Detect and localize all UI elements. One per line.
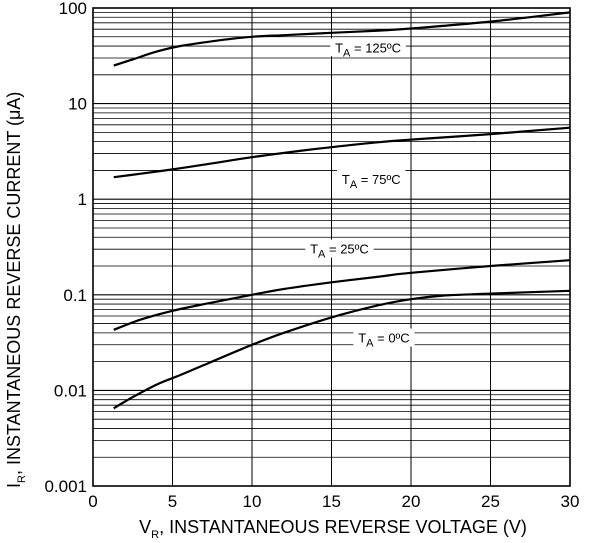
plot-border [92,7,571,487]
series-label-bg-2 [305,239,374,258]
series-label-bg-1 [337,170,406,189]
x-tick-label: 20 [402,492,421,511]
y-tick-label: 100 [59,0,87,18]
y-axis-ticks: 100 10 1 0.1 0.01 0.001 [44,0,87,496]
series-label-bg-0 [330,38,406,57]
x-tick-label: 5 [168,492,177,511]
series-label-1: TA = 75ºC [342,172,401,191]
series-group [113,11,571,410]
x-tick-label: 15 [322,492,341,511]
series-line-1 [113,126,571,179]
y-tick-label: 10 [68,95,87,114]
x-axis-ticks: 0 5 10 15 20 25 30 [88,492,579,511]
grid [93,8,570,486]
series-line-0 [113,11,571,67]
y-tick-label: 0.001 [44,477,87,496]
x-tick-label: 25 [481,492,500,511]
series-line-3 [113,289,571,410]
series-label-bg-3 [353,328,415,347]
series-line-2 [113,259,571,331]
y-tick-label: 0.01 [54,381,87,400]
x-tick-label: 30 [561,492,580,511]
x-tick-label: 0 [88,492,97,511]
series-label-2: TA = 25ºC [310,242,369,261]
series-labels: TA = 125ºC TA = 75ºC TA = 25ºC TA = 0ºC [305,38,415,350]
x-axis-label: VR, INSTANTANEOUS REVERSE VOLTAGE (V) [139,517,527,541]
x-tick-label: 10 [243,492,262,511]
y-tick-label: 1 [78,190,87,209]
series-label-3: TA = 0ºC [358,331,409,350]
plot-frame [92,7,571,487]
series-label-0: TA = 125ºC [335,40,401,59]
y-axis-label: IR, INSTANTANEOUS REVERSE CURRENT (μA) [4,92,28,488]
y-tick-label: 0.1 [63,286,87,305]
